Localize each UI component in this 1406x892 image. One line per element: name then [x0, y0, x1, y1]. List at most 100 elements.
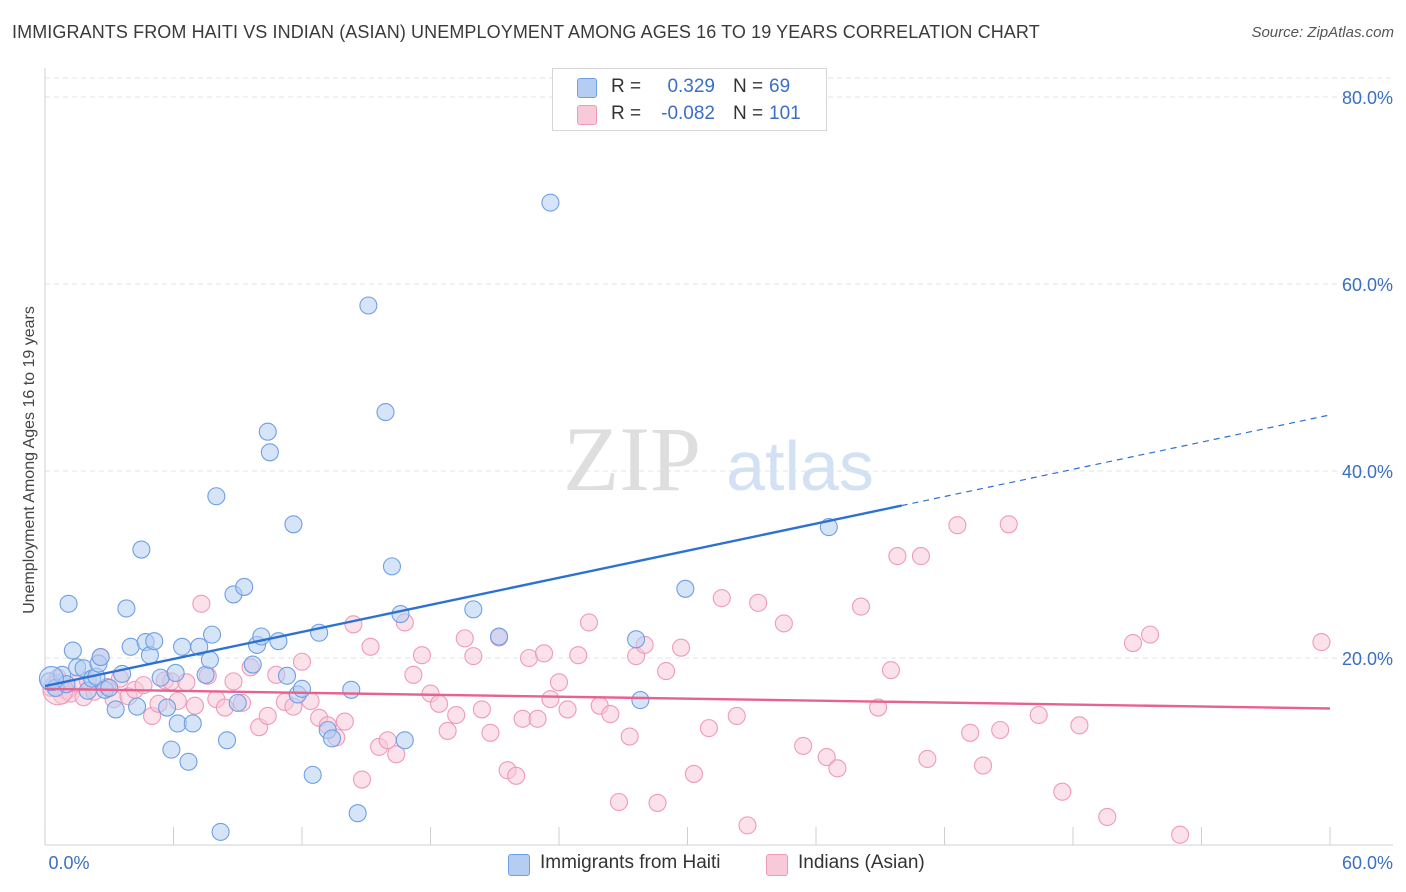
- data-point: [391, 605, 410, 624]
- y-tick-label: 80.0%: [1342, 88, 1393, 108]
- data-point: [881, 661, 901, 680]
- data-point: [162, 740, 181, 759]
- legend-row-haiti: R = 0.329 N = 69: [553, 74, 826, 100]
- data-point: [447, 705, 466, 725]
- data-point: [63, 641, 82, 660]
- data-point: [528, 709, 547, 728]
- legend-n-label: N =: [733, 76, 764, 97]
- data-point: [38, 666, 64, 692]
- data-point: [260, 443, 279, 462]
- data-point: [284, 515, 303, 534]
- data-point: [774, 614, 793, 633]
- data-point: [235, 577, 254, 596]
- data-point: [464, 647, 483, 666]
- data-point: [472, 700, 491, 719]
- watermark: ZIP atlas: [563, 408, 874, 510]
- data-point: [911, 547, 930, 566]
- data-point: [179, 752, 198, 771]
- data-point: [322, 729, 342, 748]
- data-point: [1070, 716, 1089, 735]
- data-point: [128, 697, 147, 716]
- data-point: [869, 698, 888, 717]
- data-point: [579, 613, 599, 632]
- data-point: [438, 721, 457, 740]
- data-point: [173, 637, 192, 656]
- legend-r-label: R =: [611, 76, 642, 97]
- data-point: [684, 764, 703, 783]
- data-point: [158, 698, 177, 717]
- data-point: [1029, 705, 1048, 725]
- data-point: [185, 696, 204, 715]
- data-point: [132, 540, 151, 559]
- bottom-legend-label-indian: Indians (Asian): [798, 852, 925, 873]
- data-point: [828, 759, 847, 778]
- data-point: [352, 770, 372, 789]
- data-point: [464, 600, 483, 619]
- data-point: [1123, 633, 1143, 653]
- trend-line-haiti-extension: [901, 414, 1331, 507]
- data-point: [991, 720, 1010, 740]
- data-point: [211, 822, 230, 841]
- data-point: [228, 693, 247, 712]
- trend-line-indian: [44, 687, 1331, 710]
- legend-swatch-indian: [577, 105, 597, 125]
- data-point: [455, 629, 474, 648]
- data-point: [348, 804, 367, 823]
- data-point: [121, 637, 140, 656]
- data-point: [676, 579, 695, 598]
- data-point: [359, 296, 378, 315]
- data-point: [549, 673, 569, 692]
- data-point: [519, 648, 539, 668]
- source-label: Source: ZipAtlas.com: [1251, 24, 1394, 41]
- data-point: [961, 723, 980, 742]
- data-point: [888, 547, 907, 566]
- data-point: [918, 749, 937, 769]
- data-point: [489, 627, 509, 646]
- data-point: [224, 672, 243, 691]
- data-point: [361, 637, 380, 656]
- data-point: [258, 706, 277, 726]
- data-point: [569, 646, 588, 665]
- data-point: [200, 650, 219, 669]
- data-point: [344, 615, 363, 634]
- data-point: [303, 765, 322, 784]
- data-point: [277, 666, 297, 685]
- data-point: [217, 731, 237, 750]
- data-point: [203, 625, 222, 644]
- data-point: [481, 723, 500, 742]
- data-point: [145, 632, 164, 651]
- data-point: [712, 589, 731, 608]
- data-point: [192, 594, 211, 613]
- data-point: [999, 515, 1018, 534]
- data-point: [507, 766, 526, 785]
- data-point: [91, 648, 110, 667]
- data-point: [817, 748, 836, 767]
- data-point: [335, 712, 354, 731]
- data-point: [794, 736, 813, 755]
- data-point: [558, 700, 577, 719]
- data-point: [657, 662, 676, 681]
- data-point: [851, 597, 871, 616]
- data-point: [699, 719, 718, 738]
- watermark-zip: ZIP: [563, 408, 701, 510]
- data-point: [648, 793, 667, 812]
- series-indian-asian: [42, 515, 1331, 844]
- series-immigrants-from-haiti: [38, 193, 838, 841]
- data-point: [196, 665, 215, 684]
- data-point: [631, 691, 650, 710]
- y-tick-label: 20.0%: [1342, 649, 1393, 669]
- data-point: [190, 637, 209, 656]
- data-point: [1098, 807, 1117, 827]
- data-point: [376, 403, 395, 422]
- data-point: [207, 487, 226, 506]
- watermark-atlas: atlas: [726, 427, 874, 505]
- data-point: [1312, 633, 1331, 652]
- bottom-legend-swatch-haiti: [508, 854, 530, 876]
- data-point: [243, 655, 262, 674]
- data-point: [382, 557, 402, 576]
- data-point: [601, 705, 620, 724]
- x-tick-label: 0.0%: [48, 853, 89, 873]
- legend-n-label: N =: [733, 103, 764, 124]
- data-point: [117, 599, 136, 618]
